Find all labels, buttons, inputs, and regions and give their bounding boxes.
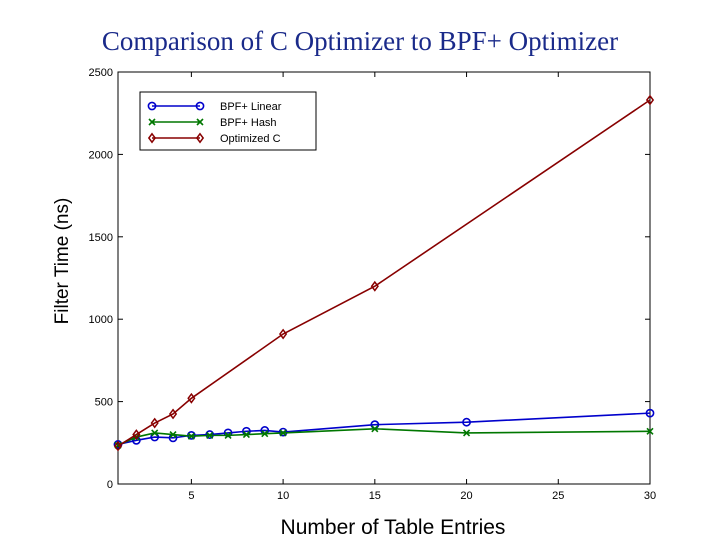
y-tick-label: 500 bbox=[95, 397, 113, 409]
data-point-bpf-linear bbox=[462, 417, 471, 427]
y-tick-label: 0 bbox=[107, 479, 113, 491]
legend-item-bpf-linear: BPF+ Linear bbox=[147, 101, 282, 113]
data-point-bpf-hash bbox=[646, 427, 654, 435]
legend-box bbox=[139, 91, 317, 151]
y-tick-label: 1500 bbox=[89, 232, 113, 244]
data-point-bpf-hash bbox=[151, 429, 159, 437]
data-point-optimized-c bbox=[370, 280, 379, 292]
series-optimized-c bbox=[113, 94, 655, 452]
data-point-optimized-c bbox=[645, 94, 655, 106]
legend-item-optimized-c: Optimized C bbox=[147, 132, 281, 145]
legend: BPF+ Linear BPF+ Hash Optimized C bbox=[139, 91, 317, 151]
x-tick-label: 25 bbox=[552, 490, 564, 502]
data-point-bpf-hash bbox=[187, 432, 195, 440]
data-point-bpf-hash bbox=[371, 425, 379, 433]
y-tick-label: 2000 bbox=[89, 149, 113, 161]
data-point-bpf-linear bbox=[645, 408, 655, 418]
data-point-bpf-hash bbox=[224, 431, 232, 439]
legend-label: BPF+ Linear bbox=[220, 101, 282, 113]
data-point-bpf-hash bbox=[462, 429, 471, 437]
legend-marker-end bbox=[195, 101, 205, 111]
data-point-optimized-c bbox=[168, 408, 178, 420]
data-point-bpf-hash bbox=[261, 430, 269, 438]
x-tick-label: 10 bbox=[277, 490, 289, 502]
legend-marker-start bbox=[147, 132, 157, 144]
chart-title: Comparison of C Optimizer to BPF+ Optimi… bbox=[101, 26, 619, 56]
data-point-optimized-c bbox=[113, 440, 123, 452]
data-point-optimized-c bbox=[187, 392, 196, 404]
x-tick-label: 5 bbox=[188, 490, 194, 502]
series-layer bbox=[113, 94, 655, 452]
y-tick-label: 2500 bbox=[89, 67, 113, 79]
y-tick-label: 1000 bbox=[89, 314, 113, 326]
x-tick-label: 30 bbox=[644, 490, 656, 502]
x-tick-label: 20 bbox=[460, 490, 472, 502]
x-axis-label: Number of Table Entries bbox=[281, 516, 506, 539]
series-line-optimized-c bbox=[117, 99, 651, 447]
legend-marker-end bbox=[196, 118, 204, 126]
legend-marker-start bbox=[148, 118, 156, 126]
legend-label: BPF+ Hash bbox=[220, 117, 277, 129]
legend-marker-start bbox=[147, 101, 157, 111]
data-point-bpf-hash bbox=[242, 430, 250, 439]
data-point-optimized-c bbox=[150, 417, 159, 429]
x-tick-label: 15 bbox=[369, 490, 381, 502]
legend-item-bpf-hash: BPF+ Hash bbox=[148, 117, 277, 129]
legend-marker-end bbox=[195, 132, 205, 144]
data-point-bpf-hash bbox=[169, 430, 177, 439]
data-point-bpf-hash bbox=[279, 429, 287, 437]
y-axis-label: Filter Time (ns) bbox=[52, 198, 73, 325]
data-point-bpf-linear bbox=[205, 430, 215, 439]
legend-label: Optimized C bbox=[220, 133, 281, 145]
series-line-bpf-linear bbox=[117, 412, 651, 446]
data-point-optimized-c bbox=[279, 328, 288, 340]
data-point-bpf-hash bbox=[206, 431, 214, 439]
data-point-optimized-c bbox=[132, 429, 141, 441]
axes: 5 10 15 20 25 30 0 500 1000 1500 2000 2500 bbox=[89, 67, 657, 502]
